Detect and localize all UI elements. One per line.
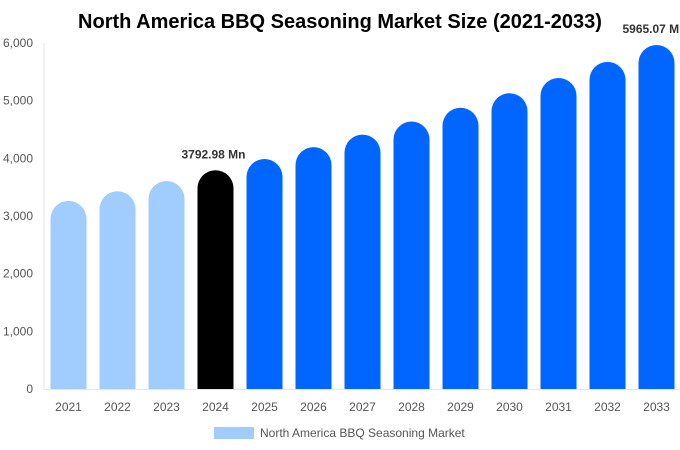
bar-2022	[99, 191, 136, 389]
chart-title: North America BBQ Seasoning Market Size …	[78, 11, 602, 33]
bar-2026	[295, 147, 332, 389]
data-label: 3792.98 Mn	[181, 147, 245, 161]
y-tick-label: 3,000	[3, 209, 33, 223]
x-tick-label: 2030	[496, 400, 523, 414]
y-tick-label: 1,000	[3, 324, 33, 338]
x-tick-label: 2027	[349, 400, 376, 414]
data-label: 5965.07 Mn	[622, 22, 680, 36]
y-tick-label: 6,000	[3, 36, 33, 50]
x-tick-label: 2026	[300, 400, 327, 414]
legend-swatch	[214, 427, 254, 439]
bar-2030	[491, 93, 528, 390]
bar-2031	[540, 77, 577, 390]
bar-2032	[589, 61, 626, 389]
y-tick-label: 4,000	[3, 151, 33, 165]
bar-2021	[50, 200, 87, 389]
bar-2024	[197, 170, 234, 389]
y-tick-label: 0	[26, 382, 33, 396]
y-tick-label: 5,000	[3, 94, 33, 108]
bar-2025	[246, 158, 283, 389]
bar-2023	[148, 180, 185, 389]
x-tick-label: 2031	[545, 400, 572, 414]
bar-2028	[393, 121, 430, 390]
bar-2027	[344, 134, 381, 389]
x-tick-label: 2032	[594, 400, 621, 414]
x-tick-label: 2033	[643, 400, 670, 414]
x-tick-label: 2028	[398, 400, 425, 414]
bar-2029	[442, 107, 479, 390]
x-tick-label: 2023	[153, 400, 180, 414]
x-tick-label: 2022	[104, 400, 131, 414]
x-tick-label: 2021	[55, 400, 82, 414]
x-tick-label: 2025	[251, 400, 278, 414]
bar-2033	[638, 45, 675, 390]
legend-label: North America BBQ Seasoning Market	[260, 426, 465, 440]
x-tick-label: 2029	[447, 400, 474, 414]
x-tick-label: 2024	[202, 400, 229, 414]
y-tick-label: 2,000	[3, 267, 33, 281]
